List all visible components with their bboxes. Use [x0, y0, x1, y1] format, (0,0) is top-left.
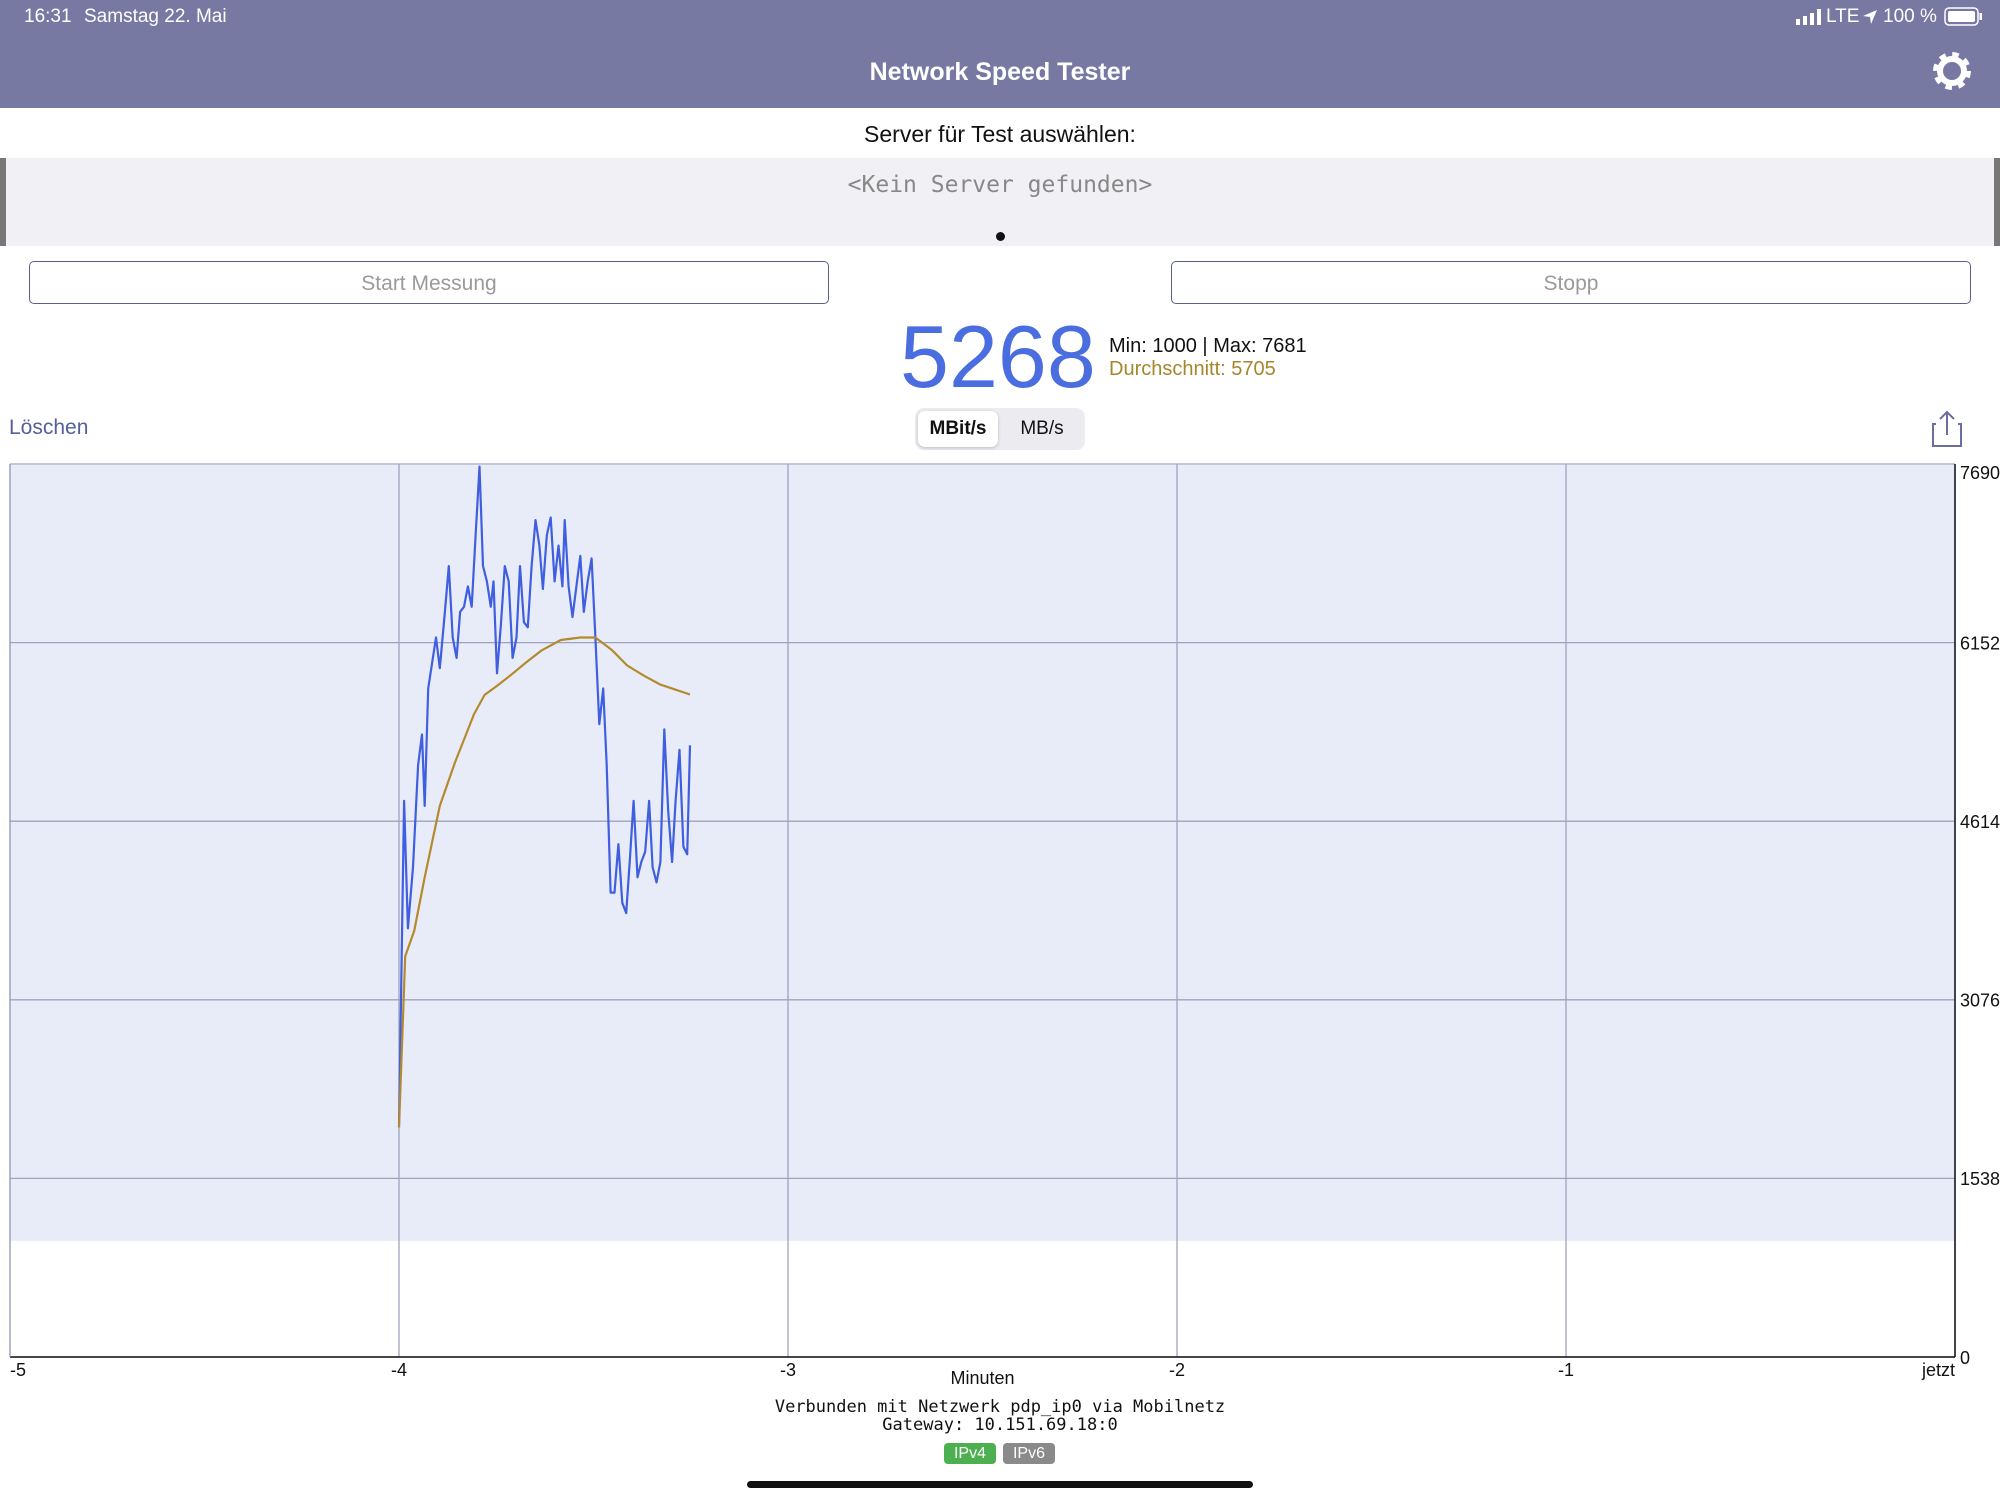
y-tick-label: 6152	[1960, 633, 2000, 653]
home-indicator	[747, 1481, 1253, 1488]
current-speed: 5268	[900, 307, 1096, 406]
location-icon	[1863, 10, 1877, 24]
min-max-band	[10, 465, 1955, 1241]
max-value: 7681	[1262, 335, 1307, 357]
clear-button[interactable]: Löschen	[9, 416, 89, 439]
page-dot	[996, 232, 1005, 241]
start-button[interactable]: Start Messung	[29, 261, 829, 304]
unit-option[interactable]: MB/s	[1020, 418, 1064, 439]
server-label: Server für Test auswählen:	[864, 121, 1136, 147]
x-axis-label: Minuten	[950, 1368, 1014, 1388]
y-tick-label: 1538	[1960, 1169, 2000, 1189]
footer-line: Gateway: 10.151.69.18:0	[882, 1415, 1118, 1435]
x-tick-label: -2	[1169, 1360, 1185, 1380]
min-max: Min: 1000 | Max: 7681	[1109, 335, 1307, 358]
y-tick-label: 7690	[1960, 463, 2000, 483]
nav-bar	[0, 0, 2000, 108]
speed-line	[397, 465, 692, 1128]
settings-button[interactable]	[1930, 49, 1974, 93]
min-value: 1000	[1152, 335, 1197, 357]
status-network: LTE	[1826, 6, 1860, 27]
server-picker[interactable]	[0, 158, 2000, 246]
status-date: Samstag 22. Mai	[84, 6, 227, 27]
signal-icon	[1796, 9, 1821, 25]
chart: 0 1538 3076 4614 6152 7690 -5 -4 -3 -2 -1 jetzt Minu…	[9, 463, 2000, 1388]
avg-label: Durchschnitt:	[1109, 358, 1226, 380]
average: Durchschnitt: 5705	[1109, 358, 1276, 381]
x-tick-label: -5	[10, 1360, 26, 1380]
x-tick-label: -3	[780, 1360, 796, 1380]
footer-line: Verbunden mit Netzwerk pdp_ip0 via Mobil…	[774, 1397, 1226, 1417]
max-label: Max:	[1213, 335, 1257, 357]
stop-button[interactable]: Stopp	[1171, 261, 1971, 304]
y-tick-label: 4614	[1960, 812, 2000, 832]
unit-selected[interactable]: MBit/s	[918, 411, 998, 447]
status-battery: 100 %	[1883, 6, 1937, 27]
y-tick-label: 3076	[1960, 991, 2000, 1011]
y-tick-label: 0	[1960, 1348, 1970, 1368]
avg-value: 5705	[1231, 358, 1276, 380]
nav-title: Network Speed Tester	[869, 58, 1131, 86]
battery-icon	[1944, 7, 1982, 26]
status-time: 16:31	[24, 6, 72, 27]
x-tick-label: jetzt	[1921, 1360, 1955, 1380]
ipv4-badge: IPv4	[944, 1443, 996, 1464]
picker-text: <Kein Server gefunden>	[847, 172, 1153, 198]
ipv6-badge: IPv6	[1003, 1443, 1055, 1464]
x-tick-label: -4	[391, 1360, 407, 1380]
separator: |	[1202, 335, 1208, 357]
speed-line	[397, 636, 691, 1128]
min-label: Min:	[1109, 335, 1147, 357]
x-tick-label: -1	[1558, 1360, 1574, 1380]
share-button[interactable]	[1932, 410, 1962, 448]
